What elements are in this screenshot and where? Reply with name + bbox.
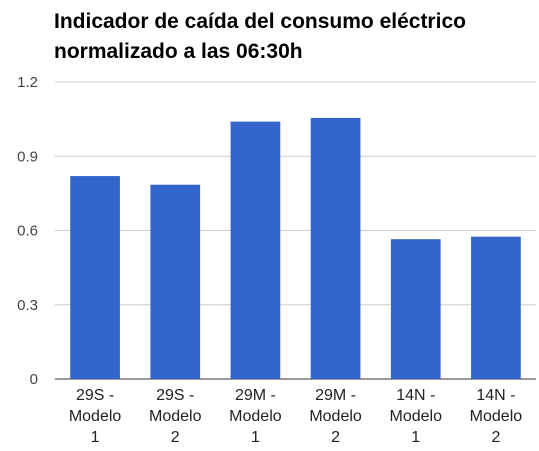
x-tick-label: 29M - Modelo 1 <box>229 387 282 446</box>
x-tick-label-line: Modelo <box>229 408 282 425</box>
x-tick-label: 29M - Modelo 2 <box>309 387 362 446</box>
y-axis-labels: 0 0.3 0.6 0.9 1.2 <box>17 74 38 388</box>
x-tick-label-line: 1 <box>411 429 420 446</box>
x-tick-label-line: Modelo <box>470 408 523 425</box>
x-tick-label: 29S - Modelo 1 <box>69 387 122 446</box>
x-tick-label-line: Modelo <box>69 408 122 425</box>
x-tick-label: 14N - Modelo 2 <box>470 387 523 446</box>
y-tick-label: 0 <box>30 371 38 388</box>
x-tick-label-line: 2 <box>171 429 180 446</box>
x-tick-label-line: 2 <box>491 429 500 446</box>
bar <box>150 184 201 379</box>
bar <box>70 176 120 379</box>
y-tick-label: 1.2 <box>17 74 38 91</box>
bar <box>310 117 361 379</box>
x-tick-label-line: 2 <box>331 429 340 446</box>
bar <box>471 236 521 379</box>
x-tick-label-line: 29S - <box>156 387 194 404</box>
bars <box>70 117 521 379</box>
x-tick-label-line: 29M - <box>235 387 276 404</box>
x-tick-label-line: 14N - <box>476 387 515 404</box>
x-tick-label-line: 1 <box>251 429 260 446</box>
y-tick-label: 0.9 <box>17 148 38 165</box>
gridlines <box>55 81 536 380</box>
x-tick-label: 14N - Modelo 1 <box>390 387 443 446</box>
y-tick-label: 0.3 <box>17 297 38 314</box>
chart-title: Indicador de caída del consumo eléctrico… <box>54 7 534 67</box>
x-tick-label-line: Modelo <box>309 408 362 425</box>
x-tick-label-line: 29S - <box>76 387 114 404</box>
x-tick-label-line: Modelo <box>390 408 443 425</box>
bar <box>390 239 441 379</box>
chart-title-line-1: Indicador de caída del consumo eléctrico <box>54 10 466 33</box>
chart-title-line-2: normalizado a las 06:30h <box>54 40 303 63</box>
x-tick-label-line: 14N - <box>396 387 435 404</box>
y-tick-label: 0.6 <box>17 223 38 240</box>
x-tick-label-line: Modelo <box>149 408 202 425</box>
x-tick-label-line: 29M - <box>315 387 356 404</box>
x-tick-label-line: 1 <box>91 429 100 446</box>
bar <box>230 121 281 379</box>
x-tick-label: 29S - Modelo 2 <box>149 387 202 446</box>
